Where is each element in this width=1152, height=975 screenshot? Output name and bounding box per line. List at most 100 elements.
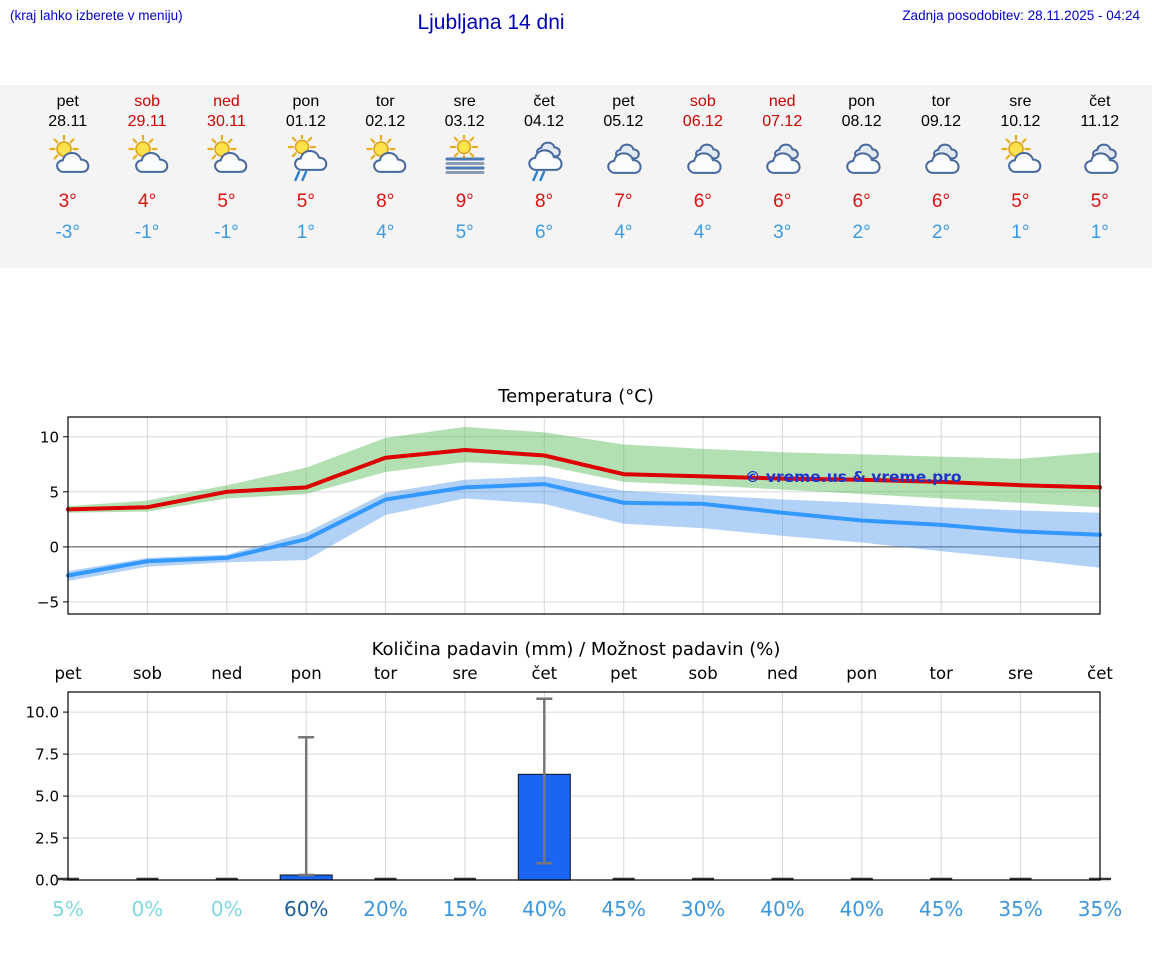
day-low-temp: 3° [773,222,792,243]
weather-icon-partly-cloudy [187,135,266,187]
weather-icon-partly-cloudy-showers [266,135,345,187]
precip-day-label: pet [54,664,82,683]
weather-icon-cloudy [822,135,901,187]
precip-day-label: sob [689,664,718,683]
page-title: Ljubljana 14 dni [417,11,565,34]
forecast-day: čet 11.12 5° 1° [1060,93,1139,268]
precip-day-label: pon [291,664,322,683]
precip-probability: 20% [363,897,407,921]
day-low-temp: -1° [214,222,239,243]
precip-y-tick: 7.5 [35,746,59,764]
day-date: 01.12 [285,113,326,130]
day-name: pon [292,93,320,110]
day-low-temp: -3° [55,222,80,243]
day-low-temp: 4° [693,222,712,243]
day-name: ned [768,93,796,110]
temp-band [68,476,1100,581]
forecast-day: sre 03.12 9° 5° [425,93,504,268]
topbar: (kraj lahko izberete v meniju) Ljubljana… [0,0,1152,40]
temp-y-tick: −5 [37,593,59,611]
day-date: 07.12 [762,113,803,130]
day-low-temp: 6° [534,222,554,243]
precip-probability: 60% [284,897,328,921]
precip-probability: 40% [840,897,884,921]
precip-probability: 5% [52,897,84,921]
weather-icon-cloudy [663,135,742,187]
forecast-day: ned 30.11 5° -1° [187,93,266,268]
precip-probability: 40% [522,897,566,921]
precip-probability: 0% [211,897,243,921]
weather-icon-partly-cloudy [28,135,107,187]
day-name: sre [453,93,476,110]
precip-whisker [536,697,553,865]
weather-icon-partly-cloudy [981,135,1060,187]
precip-probability: 45% [919,897,963,921]
day-date: 09.12 [920,113,962,130]
weather-icon-cloudy [743,135,822,187]
day-high-temp: 8° [376,191,395,212]
precip-day-label: ned [767,664,798,683]
forecast-day: pon 01.12 5° 1° [266,93,345,268]
day-high-temp: 5° [296,191,315,212]
weather-icon-cloudy [1060,135,1139,187]
weather-icon-partly-cloudy [107,135,186,187]
day-low-temp: 1° [296,222,315,243]
precip-day-label: čet [1087,664,1113,683]
temp-line [66,448,1102,512]
day-high-temp: 6° [773,191,792,212]
day-date: 03.12 [444,113,485,130]
day-low-temp: 4° [614,222,633,243]
temperature-chart-title: Temperatura (°C) [498,386,654,407]
day-date: 10.12 [1000,113,1041,130]
forecast-day: čet 04.12 8° 6° [504,93,583,268]
precip-whisker [298,736,315,877]
day-name: tor [931,93,951,110]
weather-icon-fog [425,135,504,187]
day-high-temp: 7° [614,191,633,212]
precip-probability: 35% [998,897,1042,921]
weather-icon-partly-cloudy [346,135,425,187]
temp-band [68,426,1100,513]
forecast-day: sre 10.12 5° 1° [981,93,1060,268]
menu-hint: (kraj lahko izberete v meniju) [10,8,183,23]
day-low-temp: 4° [376,222,395,243]
watermark-link[interactable]: © vreme.us & vreme.pro [745,468,961,486]
forecast-day: tor 02.12 8° 4° [346,93,425,268]
precipitation-chart: pet sob ned pon tor sre čet pet sob ned pon tor sre č… [26,664,1123,921]
day-name: sob [689,93,716,110]
temp-y-tick: 10 [40,428,59,446]
day-high-temp: 6° [931,191,951,212]
day-date: 02.12 [365,113,406,130]
day-high-temp: 8° [534,191,554,212]
forecast-day: sob 29.11 4° -1° [107,93,186,268]
precip-probability: 40% [760,897,804,921]
forecast-day: sob 06.12 6° 4° [663,93,742,268]
day-date: 11.12 [1080,113,1120,130]
day-name: pet [612,93,635,110]
day-low-temp: 1° [1011,222,1030,243]
precip-y-tick: 5.0 [35,788,59,806]
day-name: sob [134,93,160,110]
day-high-temp: 4° [138,191,157,212]
day-date: 06.12 [682,113,723,130]
day-name: sre [1009,93,1032,110]
day-name: čet [533,93,555,110]
weather-page: (kraj lahko izberete v meniju) Ljubljana… [0,0,1152,921]
precip-day-label: pet [610,664,638,683]
day-low-temp: 5° [455,222,474,243]
day-high-temp: 5° [217,191,236,212]
temp-y-tick: 0 [49,538,59,556]
day-name: tor [375,93,395,110]
forecast-day: tor 09.12 6° 2° [901,93,980,268]
day-low-temp: 2° [931,222,951,243]
precip-probability: 30% [681,897,725,921]
day-date: 29.11 [127,113,167,130]
precip-day-label: čet [531,664,557,683]
forecast-day: pet 05.12 7° 4° [584,93,663,268]
weather-icon-cloudy [584,135,663,187]
forecast-strip: pet 28.11 3° -3° sob 29.11 4° -1° ned 30.11 5° -1° p… [0,85,1152,268]
day-high-temp: 5° [1090,191,1109,212]
day-high-temp: 6° [852,191,871,212]
temp-y-tick: 5 [49,483,59,501]
precip-day-label: sre [1008,664,1033,683]
